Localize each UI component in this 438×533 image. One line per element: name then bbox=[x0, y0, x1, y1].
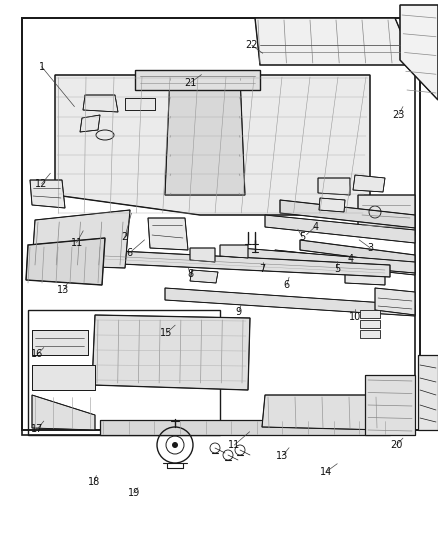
Polygon shape bbox=[418, 355, 438, 430]
Polygon shape bbox=[318, 178, 350, 195]
Polygon shape bbox=[26, 238, 105, 285]
Bar bbox=[360, 330, 380, 338]
Text: 14: 14 bbox=[320, 467, 332, 477]
Polygon shape bbox=[375, 288, 415, 315]
Polygon shape bbox=[365, 375, 415, 435]
Text: 6: 6 bbox=[126, 248, 132, 258]
Text: 21: 21 bbox=[184, 78, 197, 87]
Text: 17: 17 bbox=[31, 424, 43, 434]
Text: 15: 15 bbox=[160, 328, 173, 338]
Text: 8: 8 bbox=[187, 270, 194, 279]
Polygon shape bbox=[80, 115, 100, 132]
Polygon shape bbox=[32, 365, 95, 390]
Polygon shape bbox=[353, 175, 385, 192]
Polygon shape bbox=[165, 75, 245, 195]
Text: 22: 22 bbox=[246, 41, 258, 50]
Text: 23: 23 bbox=[392, 110, 405, 119]
Text: 20: 20 bbox=[390, 440, 403, 450]
Polygon shape bbox=[275, 250, 415, 275]
Polygon shape bbox=[30, 180, 65, 208]
Polygon shape bbox=[345, 265, 385, 285]
Text: 4: 4 bbox=[347, 254, 353, 263]
Polygon shape bbox=[190, 248, 215, 262]
Polygon shape bbox=[125, 98, 155, 110]
Polygon shape bbox=[220, 245, 248, 258]
Text: 7: 7 bbox=[260, 264, 266, 274]
Polygon shape bbox=[255, 18, 415, 65]
Polygon shape bbox=[100, 250, 390, 277]
Polygon shape bbox=[319, 198, 345, 212]
Polygon shape bbox=[83, 95, 118, 112]
Text: 11: 11 bbox=[71, 238, 83, 247]
Text: 3: 3 bbox=[367, 243, 373, 253]
Polygon shape bbox=[358, 195, 415, 235]
Polygon shape bbox=[300, 240, 415, 265]
Text: 6: 6 bbox=[284, 280, 290, 290]
Polygon shape bbox=[400, 5, 438, 100]
Text: 13: 13 bbox=[276, 451, 289, 461]
Polygon shape bbox=[100, 420, 390, 435]
Polygon shape bbox=[148, 218, 188, 250]
Polygon shape bbox=[262, 395, 385, 430]
Polygon shape bbox=[92, 315, 250, 390]
Text: 10: 10 bbox=[349, 312, 361, 322]
Text: 16: 16 bbox=[31, 350, 43, 359]
Text: 9: 9 bbox=[236, 307, 242, 317]
Polygon shape bbox=[32, 210, 130, 268]
Polygon shape bbox=[265, 215, 415, 243]
Circle shape bbox=[172, 442, 178, 448]
Text: 11: 11 bbox=[228, 440, 240, 450]
Text: 1: 1 bbox=[39, 62, 45, 71]
Bar bbox=[360, 310, 380, 318]
Text: 12: 12 bbox=[35, 179, 48, 189]
Text: 2: 2 bbox=[122, 232, 128, 242]
Text: 19: 19 bbox=[127, 488, 140, 498]
Polygon shape bbox=[280, 200, 415, 228]
Polygon shape bbox=[240, 248, 415, 273]
Polygon shape bbox=[190, 270, 218, 283]
Text: 4: 4 bbox=[312, 222, 318, 231]
Text: 13: 13 bbox=[57, 286, 70, 295]
Polygon shape bbox=[32, 330, 88, 355]
Polygon shape bbox=[55, 75, 370, 215]
Bar bbox=[360, 320, 380, 328]
Text: 18: 18 bbox=[88, 478, 100, 487]
Polygon shape bbox=[165, 288, 415, 316]
Text: 5: 5 bbox=[299, 232, 305, 242]
Polygon shape bbox=[135, 70, 260, 90]
Polygon shape bbox=[32, 395, 95, 430]
Text: 5: 5 bbox=[334, 264, 340, 274]
